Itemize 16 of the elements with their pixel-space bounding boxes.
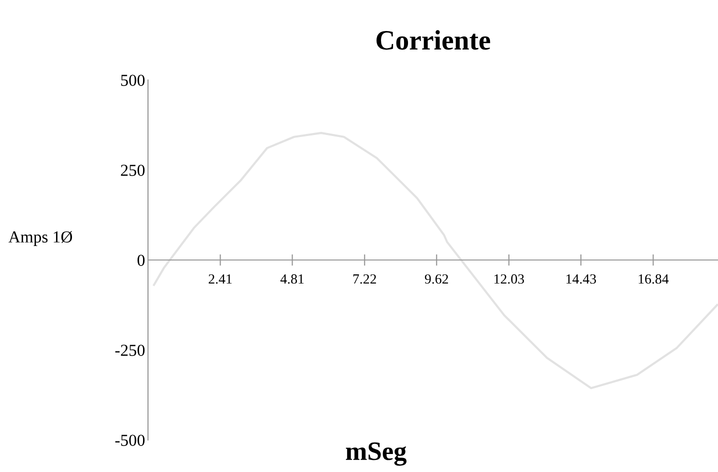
x-tick-label: 14.43: [566, 274, 596, 284]
y-axis-title: Amps 1Ø: [8, 231, 72, 246]
y-tick-label: 250: [120, 164, 145, 176]
x-tick-label: 4.81: [280, 274, 304, 284]
x-tick-label: 9.62: [424, 274, 448, 284]
x-tick-label: 2.41: [208, 274, 232, 284]
x-tick-label: 16.84: [638, 274, 669, 284]
line-series: [152, 132, 718, 390]
y-tick-label: -250: [115, 344, 145, 356]
y-tick-label: 500: [121, 74, 145, 86]
y-tick-label: -500: [115, 434, 145, 446]
chart-title: Corriente: [376, 30, 490, 50]
y-tick-label: 0: [138, 254, 145, 266]
x-tick-label: 7.22: [353, 274, 376, 284]
x-axis-title: mSeg: [346, 442, 407, 466]
x-tick-label: 12.03: [494, 274, 524, 284]
